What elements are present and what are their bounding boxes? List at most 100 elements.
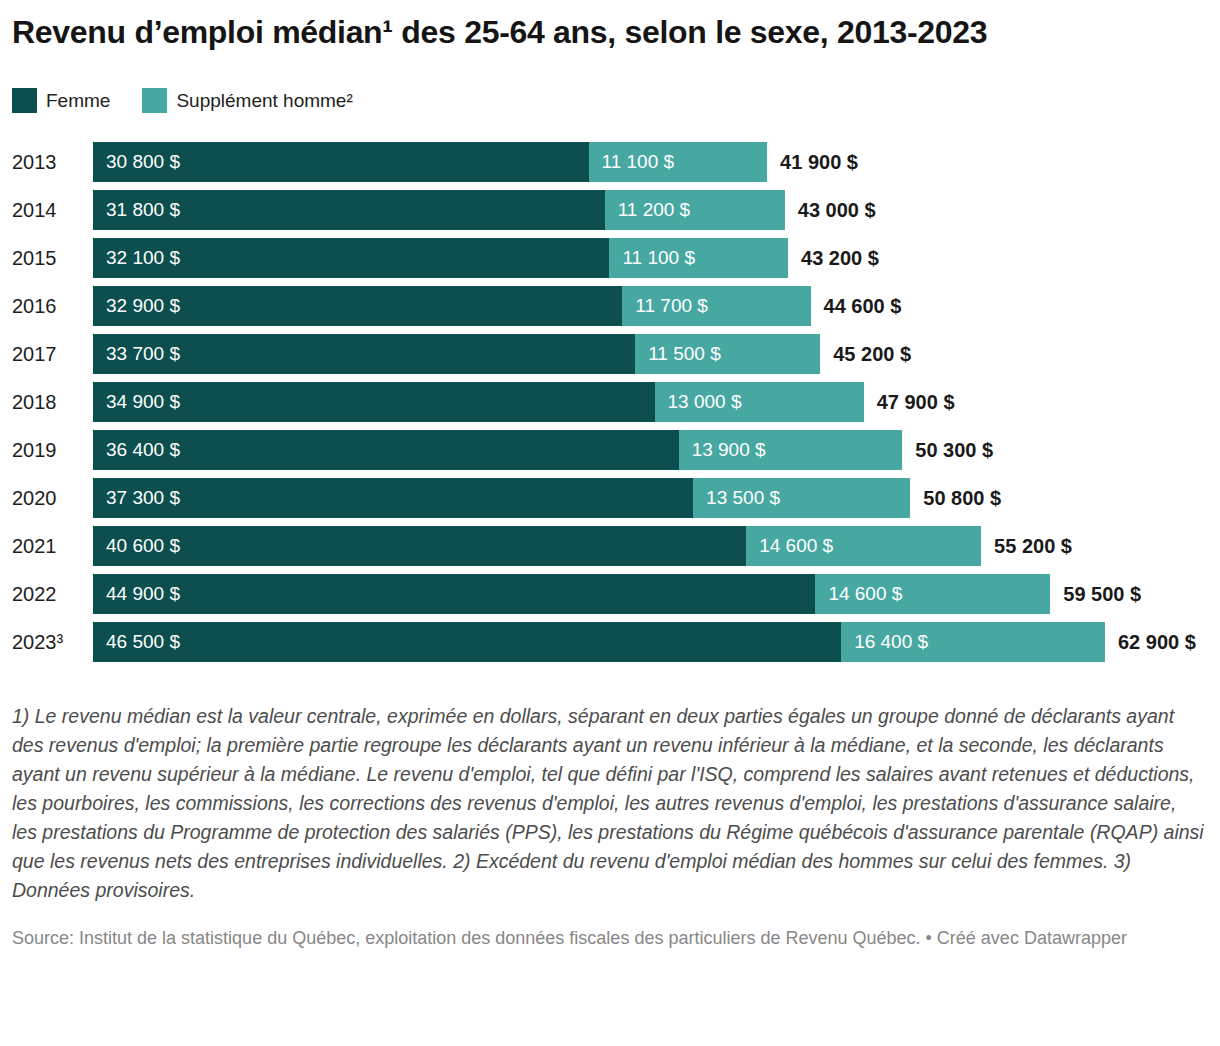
year-label: 2013 xyxy=(12,151,93,174)
total-label: 41 900 $ xyxy=(780,151,858,174)
bar-segment-supplement-homme: 14 600 $ xyxy=(815,574,1050,614)
stacked-bar: 40 600 $ 14 600 $ xyxy=(93,526,981,566)
bar-value-supplement-homme: 14 600 $ xyxy=(746,535,833,557)
bar-chart-rows: 201330 800 $ 11 100 $ 41 900 $ 201431 800 $… xyxy=(12,142,1206,662)
year-label: 2014 xyxy=(12,199,93,222)
stacked-bar: 34 900 $ 13 000 $ xyxy=(93,382,864,422)
bar-value-femme: 37 300 $ xyxy=(93,487,180,509)
bar-value-supplement-homme: 11 700 $ xyxy=(622,295,708,317)
bar-segment-femme: 40 600 $ xyxy=(93,526,746,566)
bar-track: 30 800 $ 11 100 $ 41 900 $ xyxy=(93,142,1206,182)
bar-value-supplement-homme: 13 500 $ xyxy=(693,487,780,509)
table-row: 2023³46 500 $ 16 400 $ 62 900 $ xyxy=(12,622,1206,662)
year-label: 2023³ xyxy=(12,631,93,654)
bar-value-femme: 32 100 $ xyxy=(93,247,180,269)
table-row: 201632 900 $ 11 700 $ 44 600 $ xyxy=(12,286,1206,326)
year-label: 2022 xyxy=(12,583,93,606)
bar-value-femme: 40 600 $ xyxy=(93,535,180,557)
legend-swatch-supplement-homme xyxy=(142,88,167,113)
total-label: 47 900 $ xyxy=(877,391,955,414)
bar-track: 34 900 $ 13 000 $ 47 900 $ xyxy=(93,382,1206,422)
source-text: Source: Institut de la statistique du Qu… xyxy=(12,925,1206,952)
bar-segment-supplement-homme: 13 900 $ xyxy=(679,430,903,470)
total-label: 50 800 $ xyxy=(923,487,1001,510)
stacked-bar: 32 900 $ 11 700 $ xyxy=(93,286,811,326)
legend-label-femme: Femme xyxy=(46,90,110,112)
bar-track: 37 300 $ 13 500 $ 50 800 $ xyxy=(93,478,1206,518)
total-label: 45 200 $ xyxy=(833,343,911,366)
table-row: 201431 800 $ 11 200 $ 43 000 $ xyxy=(12,190,1206,230)
bar-value-supplement-homme: 13 900 $ xyxy=(679,439,766,461)
bar-segment-femme: 30 800 $ xyxy=(93,142,589,182)
stacked-bar: 33 700 $11 500 $ xyxy=(93,334,820,374)
legend: Femme Supplément homme² xyxy=(12,88,1206,113)
bar-chart: 201330 800 $ 11 100 $ 41 900 $ 201431 800 $… xyxy=(12,142,1206,662)
table-row: 201834 900 $ 13 000 $ 47 900 $ xyxy=(12,382,1206,422)
bar-segment-supplement-homme: 13 500 $ xyxy=(693,478,910,518)
year-label: 2019 xyxy=(12,439,93,462)
bar-track: 32 900 $ 11 700 $ 44 600 $ xyxy=(93,286,1206,326)
year-label: 2017 xyxy=(12,343,93,366)
page-title: Revenu d’emploi médian¹ des 25-64 ans, s… xyxy=(12,10,1112,54)
bar-value-supplement-homme: 11 200 $ xyxy=(605,199,691,221)
total-label: 44 600 $ xyxy=(824,295,902,318)
bar-segment-femme: 33 700 $ xyxy=(93,334,635,374)
table-row: 201330 800 $ 11 100 $ 41 900 $ xyxy=(12,142,1206,182)
bar-value-femme: 31 800 $ xyxy=(93,199,180,221)
footnote-text: 1) Le revenu médian est la valeur centra… xyxy=(12,702,1206,905)
total-label: 62 900 $ xyxy=(1118,631,1196,654)
table-row: 202140 600 $14 600 $55 200 $ xyxy=(12,526,1206,566)
bar-segment-femme: 34 900 $ xyxy=(93,382,655,422)
total-label: 59 500 $ xyxy=(1063,583,1141,606)
bar-value-supplement-homme: 11 100 $ xyxy=(609,247,695,269)
bar-value-supplement-homme: 13 000 $ xyxy=(655,391,742,413)
legend-swatch-femme xyxy=(12,88,37,113)
year-label: 2020 xyxy=(12,487,93,510)
bar-segment-supplement-homme: 13 000 $ xyxy=(655,382,864,422)
bar-track: 46 500 $ 16 400 $ 62 900 $ xyxy=(93,622,1206,662)
bar-segment-femme: 46 500 $ xyxy=(93,622,841,662)
bar-track: 40 600 $14 600 $55 200 $ xyxy=(93,526,1206,566)
table-row: 202037 300 $ 13 500 $ 50 800 $ xyxy=(12,478,1206,518)
stacked-bar: 46 500 $ 16 400 $ xyxy=(93,622,1105,662)
legend-item-femme: Femme xyxy=(12,88,110,113)
bar-value-femme: 32 900 $ xyxy=(93,295,180,317)
table-row: 201532 100 $ 11 100 $ 43 200 $ xyxy=(12,238,1206,278)
bar-segment-supplement-homme: 16 400 $ xyxy=(841,622,1105,662)
year-label: 2018 xyxy=(12,391,93,414)
bar-value-femme: 44 900 $ xyxy=(93,583,180,605)
total-label: 50 300 $ xyxy=(915,439,993,462)
bar-segment-supplement-homme: 11 100 $ xyxy=(609,238,788,278)
bar-track: 44 900 $ 14 600 $ 59 500 $ xyxy=(93,574,1206,614)
stacked-bar: 36 400 $ 13 900 $ xyxy=(93,430,902,470)
bar-value-supplement-homme: 14 600 $ xyxy=(815,583,902,605)
year-label: 2015 xyxy=(12,247,93,270)
bar-segment-supplement-homme: 14 600 $ xyxy=(746,526,981,566)
legend-label-supplement-homme: Supplément homme² xyxy=(176,90,352,112)
bar-segment-femme: 36 400 $ xyxy=(93,430,679,470)
bar-value-femme: 30 800 $ xyxy=(93,151,180,173)
bar-segment-supplement-homme: 11 200 $ xyxy=(605,190,785,230)
bar-segment-femme: 31 800 $ xyxy=(93,190,605,230)
total-label: 43 200 $ xyxy=(801,247,879,270)
stacked-bar: 37 300 $ 13 500 $ xyxy=(93,478,910,518)
stacked-bar: 32 100 $ 11 100 $ xyxy=(93,238,788,278)
bar-value-supplement-homme: 11 500 $ xyxy=(635,343,721,365)
year-label: 2021 xyxy=(12,535,93,558)
bar-track: 32 100 $ 11 100 $ 43 200 $ xyxy=(93,238,1206,278)
bar-segment-supplement-homme: 11 500 $ xyxy=(635,334,820,374)
bar-segment-femme: 32 900 $ xyxy=(93,286,622,326)
table-row: 201733 700 $11 500 $ 45 200 $ xyxy=(12,334,1206,374)
table-row: 201936 400 $ 13 900 $ 50 300 $ xyxy=(12,430,1206,470)
bar-value-femme: 46 500 $ xyxy=(93,631,180,653)
bar-value-supplement-homme: 11 100 $ xyxy=(589,151,675,173)
bar-track: 33 700 $11 500 $ 45 200 $ xyxy=(93,334,1206,374)
bar-value-femme: 36 400 $ xyxy=(93,439,180,461)
bar-segment-supplement-homme: 11 700 $ xyxy=(622,286,810,326)
total-label: 43 000 $ xyxy=(798,199,876,222)
stacked-bar: 30 800 $ 11 100 $ xyxy=(93,142,767,182)
bar-segment-femme: 44 900 $ xyxy=(93,574,815,614)
year-label: 2016 xyxy=(12,295,93,318)
stacked-bar: 44 900 $ 14 600 $ xyxy=(93,574,1050,614)
bar-value-femme: 34 900 $ xyxy=(93,391,180,413)
